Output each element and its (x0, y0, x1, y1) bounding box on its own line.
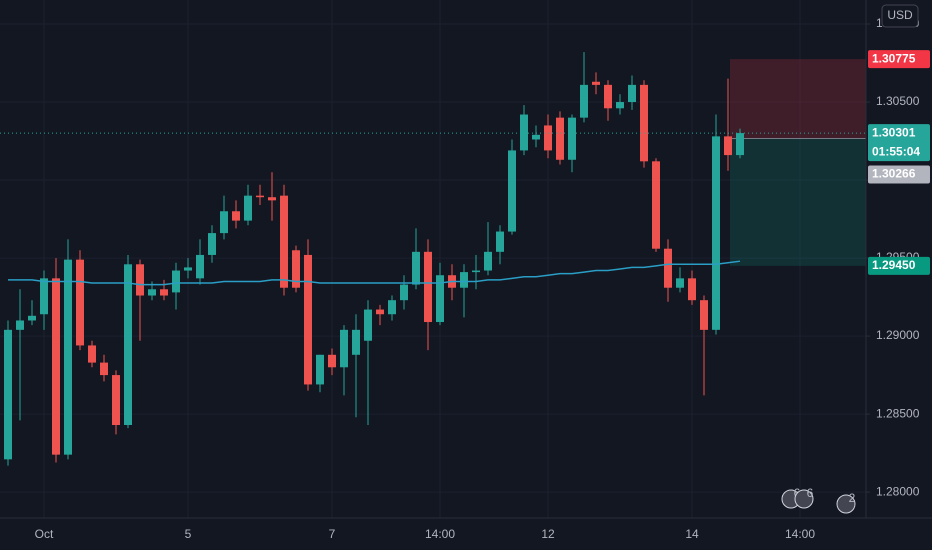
candle-body (184, 267, 192, 271)
candle-body (460, 272, 468, 288)
candle-body (208, 233, 216, 255)
event-icon (794, 489, 814, 509)
candle-body (124, 264, 132, 426)
candle-body (616, 102, 624, 109)
candle-body (316, 354, 324, 385)
candle-body (328, 354, 336, 368)
x-tick-label: 5 (185, 527, 192, 541)
target-label: 1.29450 (872, 258, 916, 272)
candle-body (724, 136, 732, 156)
last-price-label: 1.30301 (872, 125, 916, 139)
candle-body (340, 329, 348, 368)
candle-body (100, 362, 108, 376)
y-tick-label: 1.29000 (876, 328, 920, 342)
grid (0, 0, 866, 518)
candle-body (412, 251, 420, 285)
candle-body (232, 211, 240, 221)
x-tick-label: 14 (685, 527, 699, 541)
candle-body (76, 259, 84, 346)
candle-body (4, 329, 12, 460)
candle-body (148, 289, 156, 296)
candle-body (676, 278, 684, 288)
candle-body (628, 84, 636, 103)
events: 662 (781, 486, 856, 514)
candle-body (304, 254, 312, 385)
candle-body (136, 264, 144, 296)
candle-body (604, 84, 612, 109)
candle-body (364, 309, 372, 341)
stop-label: 1.30775 (872, 51, 916, 65)
event-count: 6 (807, 486, 814, 500)
countdown: 01:55:04 (872, 144, 920, 158)
candle-body (556, 117, 564, 160)
candle-body (736, 133, 744, 156)
candle-body (652, 161, 660, 249)
candle-body (220, 211, 228, 234)
candle-body (40, 278, 48, 315)
candle-body (292, 250, 300, 288)
candle-body (424, 251, 432, 323)
candle-body (640, 84, 648, 162)
entry-label: 1.30266 (872, 167, 916, 181)
candle-body (64, 259, 72, 455)
candle-body (160, 289, 168, 296)
candle-body (712, 136, 720, 330)
candle-body (52, 278, 60, 455)
last-price-label-bg (868, 124, 930, 162)
x-tick-label: 14:00 (425, 527, 455, 541)
plot (0, 52, 866, 466)
moving-average (8, 260, 741, 286)
candle-body (592, 81, 600, 85)
candle-body (256, 195, 264, 198)
candle-body (484, 251, 492, 271)
position-tool (730, 59, 866, 266)
entry-label-bg (868, 165, 930, 184)
candle-body (508, 150, 516, 232)
candle-body (28, 315, 36, 321)
candle-body (196, 254, 204, 279)
candle-body (700, 300, 708, 330)
currency: USD (887, 8, 913, 22)
y-tick-label: 1.28500 (876, 406, 920, 420)
stop-zone (730, 59, 866, 139)
event-count: 2 (849, 491, 856, 505)
target-label-bg (868, 256, 930, 275)
candle-body (472, 270, 480, 273)
target-zone (730, 138, 866, 266)
candle-body (268, 197, 276, 201)
candle-body (400, 284, 408, 301)
candle-body (352, 329, 360, 355)
candle-body (388, 300, 396, 315)
price-tags: 1.30775 1.29450 1.30266 1.30301 01:55:04 USD (868, 4, 930, 275)
stop-label-bg (868, 50, 930, 69)
candle-body (544, 125, 552, 151)
candle-body (16, 320, 24, 330)
x-tick-label: 14:00 (785, 527, 815, 541)
currency-box (881, 4, 919, 28)
x-tick-label: 7 (329, 527, 336, 541)
candle-body (112, 375, 120, 426)
x-tick-label: Oct (35, 527, 54, 541)
candle-body (568, 117, 576, 160)
candle-body (580, 84, 588, 118)
candle-body (664, 248, 672, 288)
y-tick-label: 1.28000 (876, 484, 920, 498)
candle-body (496, 231, 504, 252)
y-tick-label: 1.30500 (876, 94, 920, 108)
candle-body (244, 195, 252, 221)
candle-body (376, 309, 384, 315)
candle-body (280, 195, 288, 288)
candle-body (688, 278, 696, 301)
candle-body (172, 270, 180, 293)
x-tick-label: 12 (541, 527, 555, 541)
candle-body (520, 114, 528, 151)
candle-body (88, 345, 96, 363)
candle-body (436, 275, 444, 323)
candle-body (532, 134, 540, 140)
event-icon (836, 494, 856, 514)
